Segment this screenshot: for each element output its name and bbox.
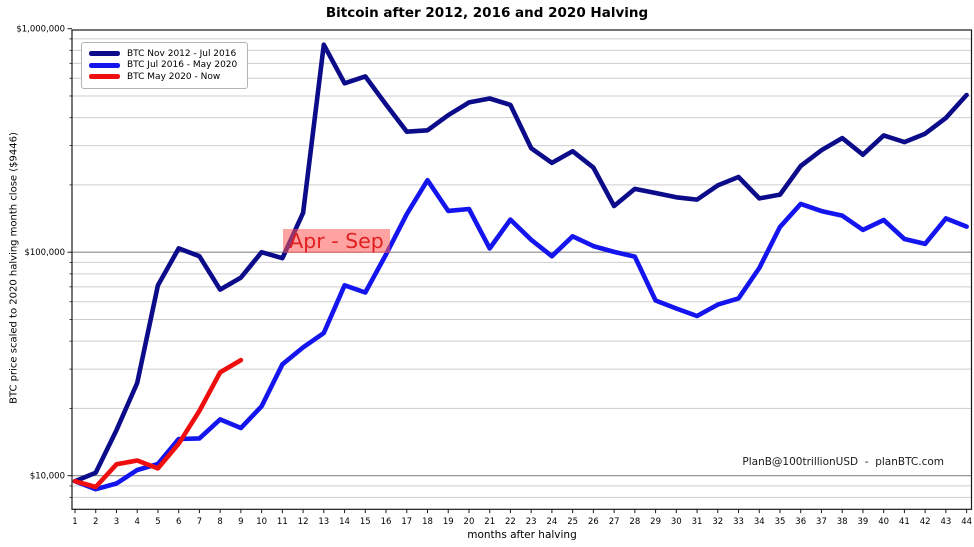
svg-text:9: 9 bbox=[238, 517, 243, 527]
svg-text:$10,000: $10,000 bbox=[30, 472, 65, 482]
svg-text:6: 6 bbox=[176, 517, 181, 527]
svg-text:25: 25 bbox=[567, 517, 578, 527]
svg-text:10: 10 bbox=[256, 517, 267, 527]
svg-text:3: 3 bbox=[114, 517, 119, 527]
svg-text:39: 39 bbox=[858, 517, 869, 527]
svg-text:32: 32 bbox=[712, 517, 723, 527]
svg-text:44: 44 bbox=[961, 517, 972, 527]
svg-text:26: 26 bbox=[588, 517, 599, 527]
legend-item: BTC Nov 2012 - Jul 2016 bbox=[89, 48, 237, 60]
svg-text:$1,000,000: $1,000,000 bbox=[16, 25, 65, 35]
legend: BTC Nov 2012 - Jul 2016 BTC Jul 2016 - M… bbox=[81, 42, 249, 89]
svg-text:28: 28 bbox=[629, 517, 640, 527]
svg-text:$100,000: $100,000 bbox=[24, 248, 65, 258]
svg-text:34: 34 bbox=[754, 517, 765, 527]
legend-line-swatch-2016 bbox=[89, 62, 120, 68]
svg-text:30: 30 bbox=[671, 517, 682, 527]
apr-sep-annotation: Apr - Sep bbox=[283, 229, 390, 253]
svg-text:12: 12 bbox=[298, 517, 309, 527]
svg-text:1: 1 bbox=[72, 517, 77, 527]
svg-text:16: 16 bbox=[381, 517, 392, 527]
svg-text:7: 7 bbox=[197, 517, 202, 527]
svg-text:11: 11 bbox=[277, 517, 288, 527]
legend-label: BTC Nov 2012 - Jul 2016 bbox=[127, 48, 237, 59]
legend-line-swatch-2012 bbox=[89, 51, 120, 57]
svg-text:8: 8 bbox=[217, 517, 222, 527]
svg-text:13: 13 bbox=[318, 517, 329, 527]
svg-text:41: 41 bbox=[899, 517, 910, 527]
svg-text:36: 36 bbox=[795, 517, 806, 527]
svg-text:23: 23 bbox=[526, 517, 537, 527]
svg-text:33: 33 bbox=[733, 517, 744, 527]
chart-title: Bitcoin after 2012, 2016 and 2020 Halvin… bbox=[325, 5, 649, 21]
svg-text:2: 2 bbox=[93, 517, 98, 527]
svg-text:29: 29 bbox=[650, 517, 661, 527]
legend-label: BTC May 2020 - Now bbox=[127, 71, 221, 82]
svg-text:42: 42 bbox=[920, 517, 931, 527]
svg-text:18: 18 bbox=[422, 517, 433, 527]
svg-text:14: 14 bbox=[339, 517, 350, 527]
x-axis-label: months after halving bbox=[467, 529, 577, 541]
svg-text:4: 4 bbox=[134, 517, 139, 527]
legend-line-swatch-2020 bbox=[89, 74, 120, 80]
svg-text:17: 17 bbox=[401, 517, 412, 527]
svg-text:43: 43 bbox=[940, 517, 951, 527]
legend-item: BTC May 2020 - Now bbox=[89, 71, 237, 83]
svg-text:15: 15 bbox=[360, 517, 371, 527]
legend-label: BTC Jul 2016 - May 2020 bbox=[127, 60, 238, 71]
svg-text:37: 37 bbox=[816, 517, 827, 527]
svg-text:20: 20 bbox=[464, 517, 475, 527]
attribution-text: PlanB@100trillionUSD - planBTC.com bbox=[742, 456, 944, 468]
svg-text:22: 22 bbox=[505, 517, 516, 527]
legend-item: BTC Jul 2016 - May 2020 bbox=[89, 60, 237, 72]
y-axis-label: BTC price scaled to 2020 halving month c… bbox=[8, 132, 20, 404]
svg-text:38: 38 bbox=[837, 517, 848, 527]
svg-text:24: 24 bbox=[546, 517, 557, 527]
svg-text:5: 5 bbox=[155, 517, 160, 527]
svg-text:21: 21 bbox=[484, 517, 495, 527]
svg-text:35: 35 bbox=[775, 517, 786, 527]
svg-text:19: 19 bbox=[443, 517, 454, 527]
svg-text:27: 27 bbox=[609, 517, 620, 527]
svg-text:31: 31 bbox=[692, 517, 703, 527]
svg-text:40: 40 bbox=[878, 517, 889, 527]
